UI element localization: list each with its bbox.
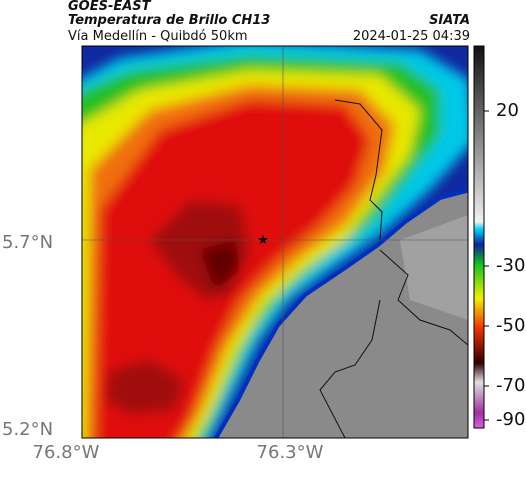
lon-label: 76.8°W [33, 442, 100, 463]
source: SIATA [429, 13, 470, 28]
region: Vía Medellín - Quibdó 50km [68, 29, 248, 44]
colorbar-tick-label: -30 [496, 255, 525, 276]
title: GOES-EAST [68, 0, 152, 14]
lat-label: 5.7°N [2, 232, 53, 253]
timestamp: 2024-01-25 04:39 [353, 29, 470, 44]
map-frame [81, 45, 469, 439]
lat-label: 5.2°N [2, 419, 53, 440]
star-marker: ★ [257, 233, 269, 248]
colorbar-tick-label: -50 [496, 315, 525, 336]
colorbar-tick-label: -90 [496, 409, 525, 430]
satellite-image: ★ [82, 46, 468, 438]
lon-label: 76.3°W [257, 442, 324, 463]
colorbar [473, 45, 485, 429]
colorbar-ticks: 20 -30 -50 -70 -90 [484, 100, 525, 430]
colorbar-tick-label: -70 [496, 375, 525, 396]
subtitle: Temperatura de Brillo CH13 [68, 13, 270, 28]
colorbar-tick-label: 20 [496, 100, 519, 121]
